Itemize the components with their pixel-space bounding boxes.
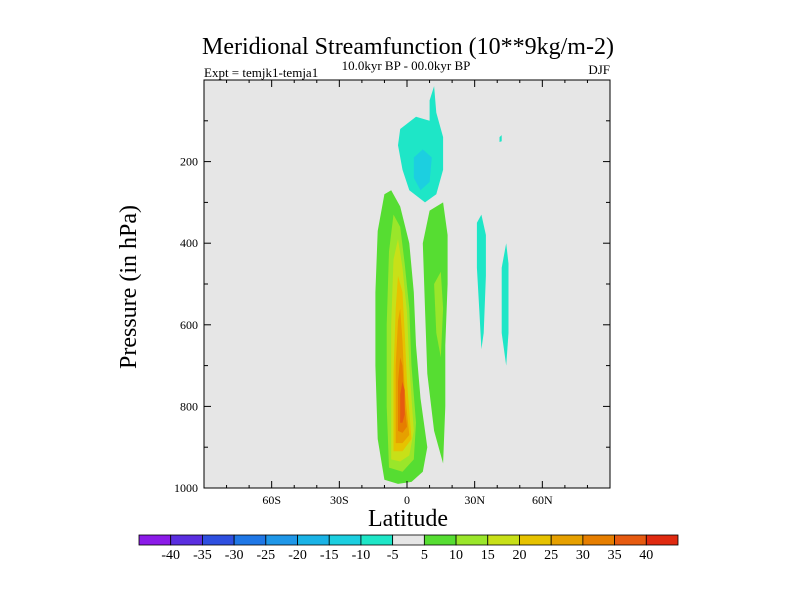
colorbar-swatch [519,534,552,546]
colorbar-label: -30 [225,548,244,563]
colorbar-label: 25 [544,548,558,563]
contour-region-7 [398,86,444,203]
colorbar-label: -10 [352,548,371,563]
x-tick-label: 30N [464,493,485,507]
y-axis-title: Pressure (in hPa) [116,205,142,369]
x-tick-label: 30S [330,493,349,507]
colorbar: -40 -35 -30 -25 -20 -15 -10 -5 5 10 15 20 25 30 35 40 [138,534,679,563]
colorbar-label: 40 [639,548,653,563]
contour-region-6 [400,381,405,423]
colorbar-label: 15 [481,548,495,563]
x-tick-label: 0 [404,493,410,507]
x-axis-ticks: 60S 30S 0 30N 60N [226,80,588,507]
colorbar-swatch [360,534,394,546]
colorbar-swatch [233,534,267,546]
colorbar-label: -35 [193,548,212,563]
colorbar-label: 5 [421,548,428,563]
experiment-label: Expt = temjk1-temja1 [204,65,318,80]
season-label: DJF [588,62,610,77]
colorbar-swatch [392,534,425,546]
colorbar-swatch [455,534,489,546]
colorbar-swatch [265,534,298,546]
contour-region-8 [413,149,432,191]
colorbar-swatch [614,534,647,546]
contour-region-13 [499,135,502,142]
contour-region-9 [422,202,448,464]
colorbar-label: -25 [256,548,275,563]
colorbar-swatch [582,534,615,546]
colorbar-swatch [328,534,362,546]
colorbar-label: -5 [387,548,399,563]
y-tick-label: 400 [180,236,198,250]
colorbar-swatch [423,534,457,546]
contour-region-11 [476,214,486,350]
colorbar-label: 10 [449,548,463,563]
y-tick-label: 600 [180,318,198,332]
period-label: 10.0kyr BP - 00.0kyr BP [342,58,471,73]
chart-title: Meridional Streamfunction (10**9kg/m-2) [202,34,614,60]
x-tick-label: 60S [262,493,281,507]
contour-regions [375,86,509,484]
x-axis-title: Latitude [368,506,448,532]
colorbar-swatch [487,534,520,546]
contour-region-10 [434,271,444,358]
y-tick-label: 200 [180,155,198,169]
colorbar-swatch [202,534,235,546]
colorbar-label: 20 [512,548,526,563]
colorbar-label: 30 [576,548,590,563]
colorbar-swatch [170,534,203,546]
colorbar-swatch [645,534,679,546]
colorbar-label: -40 [161,548,180,563]
colorbar-label: -15 [320,548,339,563]
colorbar-swatch [138,534,172,546]
y-tick-label: 800 [180,399,198,413]
contour-region-12 [501,243,509,366]
y-tick-label: 1000 [174,481,198,495]
colorbar-swatch [550,534,584,546]
colorbar-swatch [297,534,330,546]
x-tick-label: 60N [532,493,553,507]
y-axis-ticks: 200 400 600 800 1000 [174,120,610,495]
colorbar-label: 35 [608,548,622,563]
colorbar-label: -20 [288,548,307,563]
